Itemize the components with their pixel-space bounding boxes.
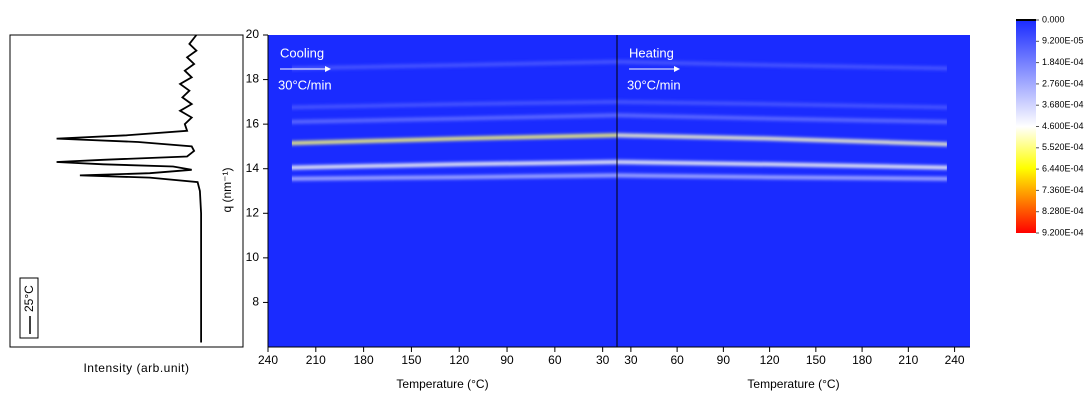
legend: 25°C	[19, 277, 39, 339]
profile-line	[56, 34, 202, 343]
colorbar-tick-label: 0.000	[1042, 14, 1065, 24]
x-axis-label: Temperature (°C)	[396, 377, 488, 391]
colorbar-tick-label: 1.840E-04	[1042, 57, 1084, 67]
y-tick-label: 18	[246, 72, 260, 86]
x-axis-label: Intensity (arb.unit)	[83, 361, 189, 375]
x-tick-label: 120	[449, 353, 469, 367]
heatmap-background	[617, 35, 970, 347]
heatmap-band	[291, 113, 618, 124]
panel-subtitle: 30°C/min	[627, 77, 681, 92]
y-tick-label: 14	[246, 161, 260, 175]
colorbar-tick-label: 9.200E-04	[1042, 227, 1084, 237]
heatmap-band	[291, 173, 618, 181]
heatmap-band	[616, 100, 947, 110]
x-tick-label: 120	[760, 353, 780, 367]
colorbar-tick-label: 5.520E-04	[1042, 142, 1084, 152]
heatmap-band	[616, 113, 947, 124]
y-tick-label: 10	[246, 250, 260, 264]
heatmap-band	[291, 133, 618, 145]
colorbar-tick-label: 4.600E-04	[1042, 121, 1084, 131]
x-tick-label: 90	[500, 353, 514, 367]
x-tick-label: 90	[717, 353, 731, 367]
x-tick-label: 30	[596, 353, 610, 367]
x-tick-label: 240	[945, 353, 965, 367]
x-tick-label: 60	[670, 353, 684, 367]
x-tick-label: 180	[354, 353, 374, 367]
y-tick-label: 8	[252, 295, 259, 309]
x-tick-label: 30	[624, 353, 638, 367]
x-axis-label: Temperature (°C)	[747, 377, 839, 391]
panel-title: Cooling	[280, 45, 324, 60]
y-tick-label: 16	[246, 116, 260, 130]
y-tick-label: 12	[246, 205, 260, 219]
heatmap-band	[616, 133, 947, 146]
colorbar-tick-label: 8.280E-04	[1042, 206, 1084, 216]
x-tick-label: 210	[898, 353, 918, 367]
x-tick-label: 150	[401, 353, 421, 367]
colorbar	[1016, 20, 1036, 233]
x-tick-label: 150	[806, 353, 826, 367]
y-axis-label: q (nm⁻¹)	[220, 167, 234, 212]
x-tick-label: 240	[258, 353, 278, 367]
heatmap-band	[291, 160, 618, 170]
x-tick-label: 210	[306, 353, 326, 367]
colorbar-tick-label: 9.200E-05	[1042, 36, 1084, 46]
colorbar-tick-label: 2.760E-04	[1042, 78, 1084, 88]
colorbar-tick-label: 3.680E-04	[1042, 100, 1084, 110]
y-tick-label: 20	[246, 27, 260, 41]
x-tick-label: 60	[548, 353, 562, 367]
legend-label: 25°C	[22, 285, 36, 312]
heatmap-band	[291, 59, 618, 71]
panel-subtitle: 30°C/min	[278, 77, 332, 92]
heatmap-band	[291, 100, 618, 110]
colorbar-tick-label: 7.360E-04	[1042, 185, 1084, 195]
heatmap-band	[616, 173, 947, 181]
legend-box	[19, 277, 39, 339]
heatmap-band	[616, 160, 947, 170]
panel-title: Heating	[629, 45, 674, 60]
heatmap-background	[268, 35, 617, 347]
plot-frame	[9, 34, 244, 348]
x-tick-label: 180	[852, 353, 872, 367]
heatmap-band	[616, 59, 947, 71]
colorbar-tick-label: 6.440E-04	[1042, 163, 1084, 173]
